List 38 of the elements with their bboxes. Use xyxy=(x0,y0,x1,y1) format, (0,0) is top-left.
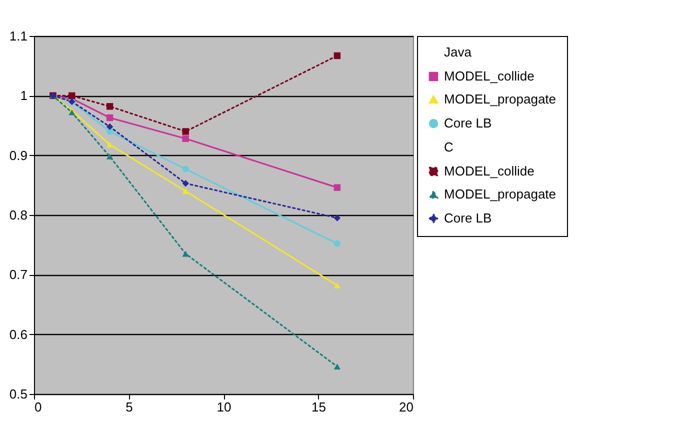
legend-label: MODEL_collide xyxy=(444,164,534,178)
text: Java xyxy=(444,44,472,60)
y-tick-label: 0.9 xyxy=(9,148,28,163)
point xyxy=(182,166,189,172)
point xyxy=(334,52,341,60)
x-tick-label: 5 xyxy=(126,400,133,414)
point xyxy=(106,154,114,160)
point xyxy=(334,214,341,222)
point xyxy=(106,123,114,130)
y-tick-label: 0.8 xyxy=(9,208,28,222)
x-tick-label: 20 xyxy=(399,400,414,414)
text: C xyxy=(444,140,454,154)
x-tick-label: 0 xyxy=(34,400,42,414)
y-tick-label: 0.5 xyxy=(9,386,28,402)
legend-label: MODEL_collide xyxy=(444,68,534,84)
y-tick-label: 0.6 xyxy=(9,326,28,342)
point xyxy=(182,188,189,194)
point xyxy=(106,103,114,110)
legend-label: Core LB xyxy=(444,116,492,130)
point xyxy=(182,180,189,187)
legend-label: Core LB xyxy=(444,210,492,226)
point xyxy=(334,282,341,288)
y-tick-label: 1.1 xyxy=(9,28,28,44)
legend-label: MODEL_propagate xyxy=(444,92,556,106)
legend-label: MODEL_propagate xyxy=(444,186,556,202)
point xyxy=(106,142,114,148)
point xyxy=(182,135,189,142)
point xyxy=(106,114,114,122)
point xyxy=(182,128,189,135)
y-tick-label: 1 xyxy=(20,88,28,104)
point xyxy=(334,240,341,247)
x-tick-label: 15 xyxy=(312,400,326,414)
y-tick-label: 0.7 xyxy=(9,267,28,282)
x-tick-label: 10 xyxy=(216,400,232,414)
point xyxy=(334,364,341,370)
point xyxy=(68,92,76,100)
point xyxy=(182,250,189,257)
point xyxy=(334,184,341,191)
